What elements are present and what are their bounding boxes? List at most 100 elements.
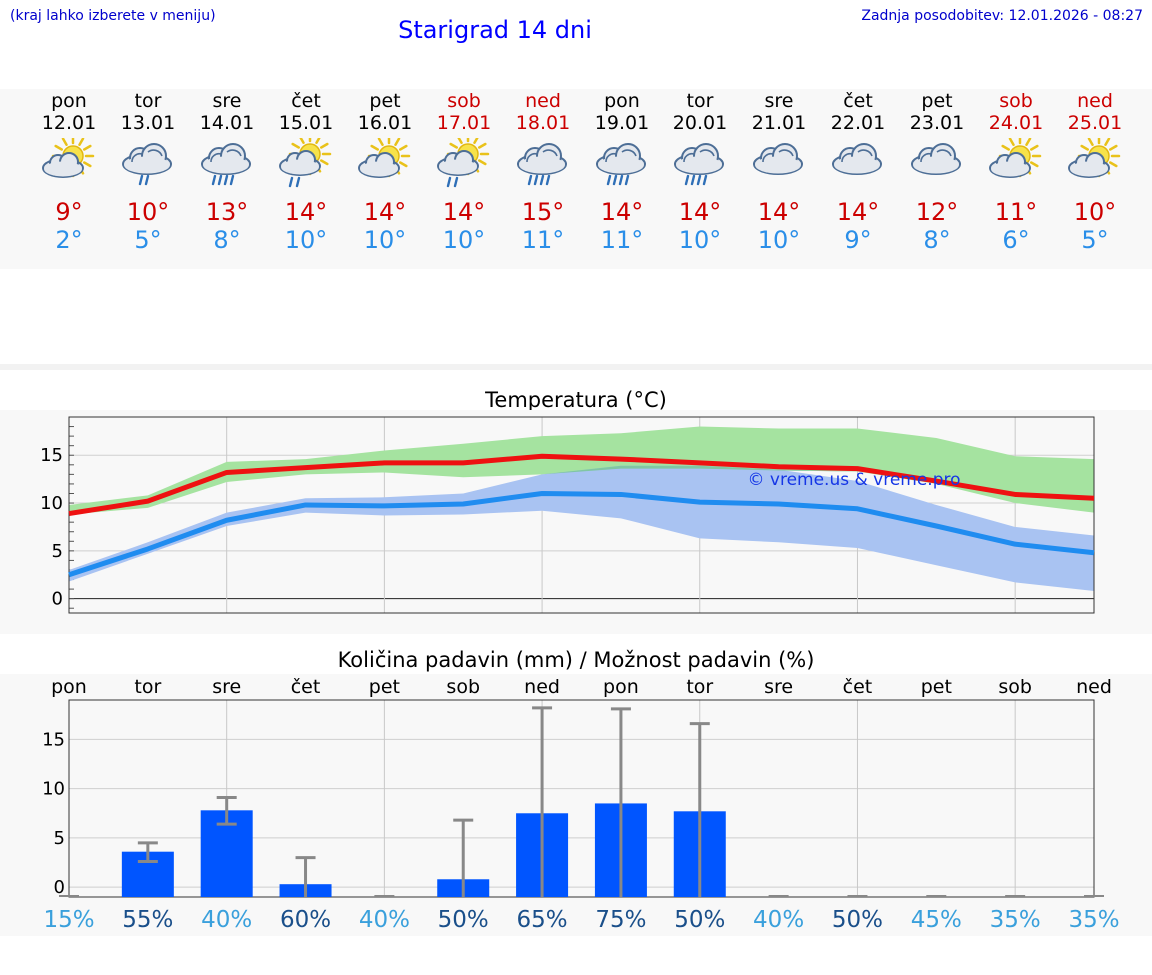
day-name: pon — [604, 90, 640, 112]
max-temperature: 13° — [205, 198, 249, 226]
min-temperature: 6° — [1002, 226, 1030, 254]
min-temperature: 10° — [363, 226, 407, 254]
y-tick-label: 0 — [52, 589, 63, 610]
day-date: 25.01 — [1067, 112, 1123, 134]
max-temperature: 14° — [600, 198, 644, 226]
precip-day-label: ned — [524, 676, 560, 698]
day-name: ned — [1077, 90, 1113, 112]
day-name: sre — [764, 90, 794, 112]
day-date: 21.01 — [751, 112, 807, 134]
day-date: 20.01 — [672, 112, 728, 134]
min-temperature-range — [69, 465, 1094, 592]
min-temperature: 9° — [844, 226, 872, 254]
day-name: pet — [369, 90, 401, 112]
day-name: pet — [921, 90, 953, 112]
max-temperature-line — [68, 453, 1095, 517]
day-date: 14.01 — [199, 112, 255, 134]
day-date: 17.01 — [436, 112, 492, 134]
heavy-rain-cloud-icon — [670, 138, 730, 200]
day-name: ned — [525, 90, 561, 112]
day-name: sob — [447, 90, 481, 112]
min-temperature: 10° — [284, 226, 328, 254]
max-temperature: 14° — [363, 198, 407, 226]
heavy-rain-cloud-icon — [592, 138, 652, 200]
min-temperature: 10° — [757, 226, 801, 254]
precipitation-probability: 50% — [832, 907, 883, 933]
precipitation-probability: 35% — [1068, 907, 1119, 933]
precip-day-label: sob — [446, 676, 480, 698]
day-name: sre — [212, 90, 242, 112]
precip-day-label: pon — [51, 676, 87, 698]
rain-cloud-icon — [118, 138, 178, 200]
day-name: čet — [291, 90, 321, 112]
cloudy-icon — [828, 138, 888, 200]
precip-day-label: pet — [921, 676, 952, 698]
max-temperature: 14° — [836, 198, 880, 226]
watermark: © vreme.us & vreme.pro — [747, 470, 960, 490]
max-temperature: 11° — [994, 198, 1038, 226]
y-tick-label: 0 — [54, 877, 65, 898]
y-tick-label: 10 — [40, 493, 63, 514]
y-tick-label: 5 — [54, 828, 65, 849]
min-temperature: 11° — [600, 226, 644, 254]
day-name: sob — [999, 90, 1033, 112]
divider — [0, 364, 1152, 370]
last-updated: Zadnja posodobitev: 12.01.2026 - 08:27 — [861, 8, 1143, 24]
y-tick-label: 15 — [42, 729, 65, 750]
precip-day-label: pet — [369, 676, 400, 698]
day-date: 16.01 — [357, 112, 413, 134]
max-temperature: 10° — [126, 198, 170, 226]
precip-day-label: tor — [686, 676, 713, 698]
precip-day-label: ned — [1076, 676, 1112, 698]
sun-cloud-rain-icon — [434, 132, 494, 200]
min-temperature: 10° — [442, 226, 486, 254]
day-name: čet — [843, 90, 873, 112]
precip-day-label: sre — [764, 676, 793, 698]
day-date: 22.01 — [830, 112, 886, 134]
y-tick-label: 5 — [52, 541, 63, 562]
precipitation-chart-title: Količina padavin (mm) / Možnost padavin … — [337, 648, 815, 672]
precip-day-label: sob — [998, 676, 1032, 698]
cloudy-icon — [907, 138, 967, 200]
min-temperature: 11° — [521, 226, 565, 254]
partly-sunny-icon — [39, 134, 99, 200]
max-temperature: 10° — [1073, 198, 1117, 226]
max-temperature: 14° — [442, 198, 486, 226]
precip-day-label: čet — [291, 676, 321, 698]
precipitation-chart: pon tor sre čet pet sob ned pon tor sre čet pet sob n… — [42, 676, 1119, 933]
precipitation-probability: 40% — [753, 907, 804, 933]
day-date: 12.01 — [41, 112, 97, 134]
precipitation-probability: 40% — [359, 907, 410, 933]
day-date: 19.01 — [594, 112, 650, 134]
temperature-chart: 0 5 10 15 © vreme.us & vreme.pro — [40, 416, 1095, 614]
partly-sunny-icon — [355, 134, 415, 200]
min-temperature: 5° — [134, 226, 162, 254]
precipitation-probability: 50% — [438, 907, 489, 933]
forecast-band — [0, 89, 1152, 269]
max-temperature: 12° — [915, 198, 959, 226]
min-temperature: 8° — [213, 226, 241, 254]
precipitation-probability: 35% — [990, 907, 1041, 933]
min-temperature: 10° — [678, 226, 722, 254]
plot-frame — [68, 699, 1095, 898]
max-temperature: 14° — [678, 198, 722, 226]
day-name: pon — [51, 90, 87, 112]
location-hint: (kraj lahko izberete v meniju) — [10, 8, 216, 24]
precipitation-probability: 50% — [674, 907, 725, 933]
y-tick-label: 10 — [42, 779, 65, 800]
precipitation-probability: 75% — [595, 907, 646, 933]
day-date: 24.01 — [988, 112, 1044, 134]
min-temperature: 5° — [1081, 226, 1109, 254]
min-temperature-line — [68, 490, 1095, 578]
precip-day-label: pon — [603, 676, 639, 698]
day-date: 13.01 — [120, 112, 176, 134]
heavy-rain-cloud-icon — [513, 138, 573, 200]
plot-frame — [68, 416, 1095, 614]
day-date: 23.01 — [909, 112, 965, 134]
precip-day-label: čet — [843, 676, 873, 698]
max-temperature: 15° — [521, 198, 565, 226]
day-date: 18.01 — [515, 112, 571, 134]
precipitation-probability: 40% — [201, 907, 252, 933]
precip-day-label: tor — [134, 676, 161, 698]
min-temperature: 8° — [923, 226, 951, 254]
